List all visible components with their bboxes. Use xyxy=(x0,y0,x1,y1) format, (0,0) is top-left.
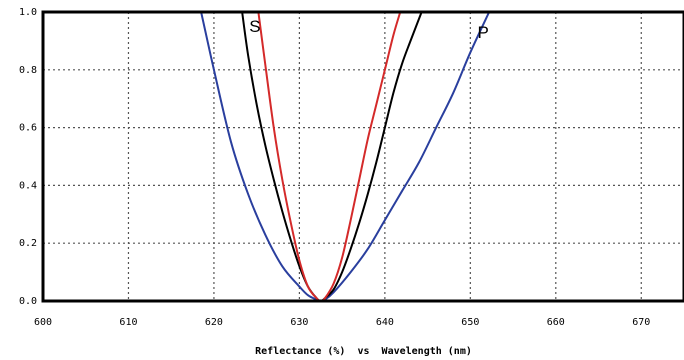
series-layer xyxy=(200,11,491,302)
x-tick-label: 660 xyxy=(547,317,565,328)
x-axis-label: Reflectance (%) vs Wavelength (nm) xyxy=(255,346,472,357)
plot-frame xyxy=(41,10,684,303)
y-tick-labels: 0.0 0.2 0.4 0.6 0.8 1.0 xyxy=(19,7,37,307)
x-tick-labels: 600 610 620 630 640 650 660 670 xyxy=(34,317,650,328)
x-tick-label: 650 xyxy=(461,317,479,328)
x-tick-label: 670 xyxy=(632,317,650,328)
x-tick-label: 610 xyxy=(119,317,137,328)
x-tick-label: 620 xyxy=(205,317,223,328)
y-tick-label: 0.0 xyxy=(19,296,37,307)
y-tick-label: 0.6 xyxy=(19,123,37,134)
series-line-1 xyxy=(200,11,491,302)
annotation-label: S xyxy=(249,17,260,36)
x-tick-label: 630 xyxy=(290,317,308,328)
series-line-2 xyxy=(241,11,423,302)
x-tick-label: 640 xyxy=(376,317,394,328)
y-tick-label: 0.8 xyxy=(19,65,37,76)
x-tick-label: 600 xyxy=(34,317,52,328)
series-line-3 xyxy=(257,11,402,302)
y-tick-label: 0.2 xyxy=(19,238,37,249)
y-tick-label: 1.0 xyxy=(19,7,37,18)
annotation-label: P xyxy=(477,23,488,42)
y-tick-label: 0.4 xyxy=(19,180,37,191)
grid xyxy=(43,12,684,301)
